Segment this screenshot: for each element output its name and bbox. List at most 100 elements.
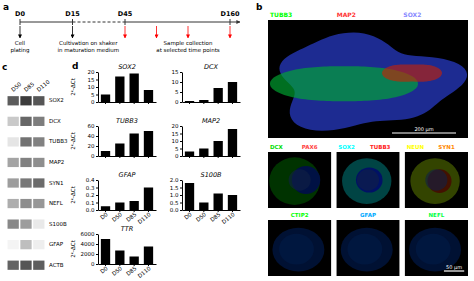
chart-title: GFAP [119, 171, 136, 179]
image-label: TUBB3 [270, 11, 292, 18]
x-tick [189, 102, 190, 104]
x-tick-label: D0 [99, 211, 109, 221]
y-tick-label: 10 [172, 138, 179, 144]
y-tick-label: 2000 [81, 251, 95, 257]
y-tick-mark [96, 126, 98, 127]
blot-band [33, 137, 44, 146]
y-tick: 40 [88, 133, 99, 139]
lane-label: D85 [23, 81, 36, 93]
bar [115, 144, 124, 157]
bar [185, 101, 194, 102]
blot-band [20, 117, 31, 126]
image-stain [382, 64, 442, 81]
image-label: MAP2 [337, 11, 356, 18]
y-tick-mark [96, 146, 98, 147]
y-tick-mark [180, 141, 182, 142]
y-tick-mark [180, 134, 182, 135]
chart-title: DCX [204, 63, 219, 71]
blot: D50D85D110SOX2DCXTUBB3MAP2SYN1NEFLS100BG… [8, 78, 68, 269]
y-tick-mark [96, 210, 98, 211]
y-axis-title: 2ᵏ-ΔCt [70, 239, 76, 257]
x-tick-mark [148, 102, 149, 104]
y-tick: 15 [88, 77, 99, 83]
image-stain [357, 169, 379, 190]
y-axis-line [182, 127, 183, 157]
timeline-tick [230, 19, 231, 25]
y-tick: 15 [172, 131, 183, 137]
y-tick-label: 0 [91, 153, 95, 159]
y-tick-label: 0.4 [86, 177, 95, 183]
y-tick: 1.5 [170, 185, 182, 191]
y-tick-label: 0 [175, 99, 179, 105]
y-tick: 10 [172, 79, 183, 85]
image-stain [341, 228, 393, 272]
y-tick-label: 15 [172, 131, 179, 137]
timeline-arrowhead [230, 22, 240, 23]
timeline-label: D45 [118, 10, 133, 18]
blot-band [33, 261, 44, 270]
y-tick: 20 [88, 69, 99, 75]
y-tick: 2.0 [170, 177, 182, 183]
x-axis-line [183, 102, 241, 103]
timeline-segment [73, 22, 126, 23]
x-tick-mark [232, 156, 233, 158]
y-tick-label: 20 [88, 69, 95, 75]
y-tick-mark [96, 72, 98, 73]
blot-band [33, 117, 44, 126]
timeline-tick [125, 19, 126, 25]
blot-band [8, 117, 19, 126]
y-tick-label: 40 [88, 133, 95, 139]
bar [214, 194, 223, 211]
bar [199, 203, 208, 211]
bar [199, 100, 208, 102]
chart-title: TTR [121, 225, 133, 233]
image-background [405, 220, 468, 276]
y-tick-mark [180, 180, 182, 181]
y-tick-mark [96, 102, 98, 103]
x-tick [119, 156, 120, 158]
blot-band [20, 261, 31, 270]
bar [228, 195, 237, 210]
image [405, 152, 468, 208]
blot-band [33, 199, 44, 208]
x-tick-mark [134, 102, 135, 104]
blot-band [8, 96, 19, 105]
y-axis-line [182, 181, 183, 211]
gene-label: NEFL [49, 200, 64, 206]
image-background [336, 220, 399, 276]
gene-label: TUBB3 [48, 138, 68, 144]
y-tick-mark [96, 188, 98, 189]
x-tick [148, 102, 149, 104]
y-tick: 10 [88, 84, 99, 90]
y-tick-label: 6000 [81, 231, 95, 237]
bar-chart: 05101520SOX22ᵏ-ΔCtd [70, 61, 157, 105]
x-tick [218, 102, 219, 104]
y-tick: 0.2 [86, 192, 98, 198]
lane-label: D50 [10, 81, 23, 93]
chart-title: MAP2 [202, 117, 220, 125]
panel-label: a [3, 2, 9, 12]
y-axis: 0.00.51.01.52.0 [170, 177, 183, 213]
timeline-annotation: Cultivation on shaker [59, 40, 118, 46]
x-axis: D0D50D85D110 [183, 210, 241, 225]
blot-band [20, 199, 31, 208]
x-axis [183, 156, 241, 158]
x-axis-line [99, 102, 157, 103]
x-tick-mark [218, 156, 219, 158]
x-tick-mark [119, 156, 120, 158]
blot-band [20, 137, 31, 146]
gene-label: GFAP [49, 241, 64, 247]
blot-band [8, 158, 19, 167]
image-background [268, 220, 331, 276]
bar [130, 74, 139, 103]
image [336, 220, 399, 276]
timeline-annotation: plating [10, 47, 29, 54]
y-tick: 4000 [81, 241, 99, 247]
y-tick-mark [96, 180, 98, 181]
panel-label: d [72, 61, 78, 71]
bars [101, 74, 153, 103]
y-tick-mark [180, 72, 182, 73]
x-axis-line [99, 210, 157, 211]
y-tick-mark [96, 203, 98, 204]
y-tick-label: 2.0 [170, 177, 179, 183]
